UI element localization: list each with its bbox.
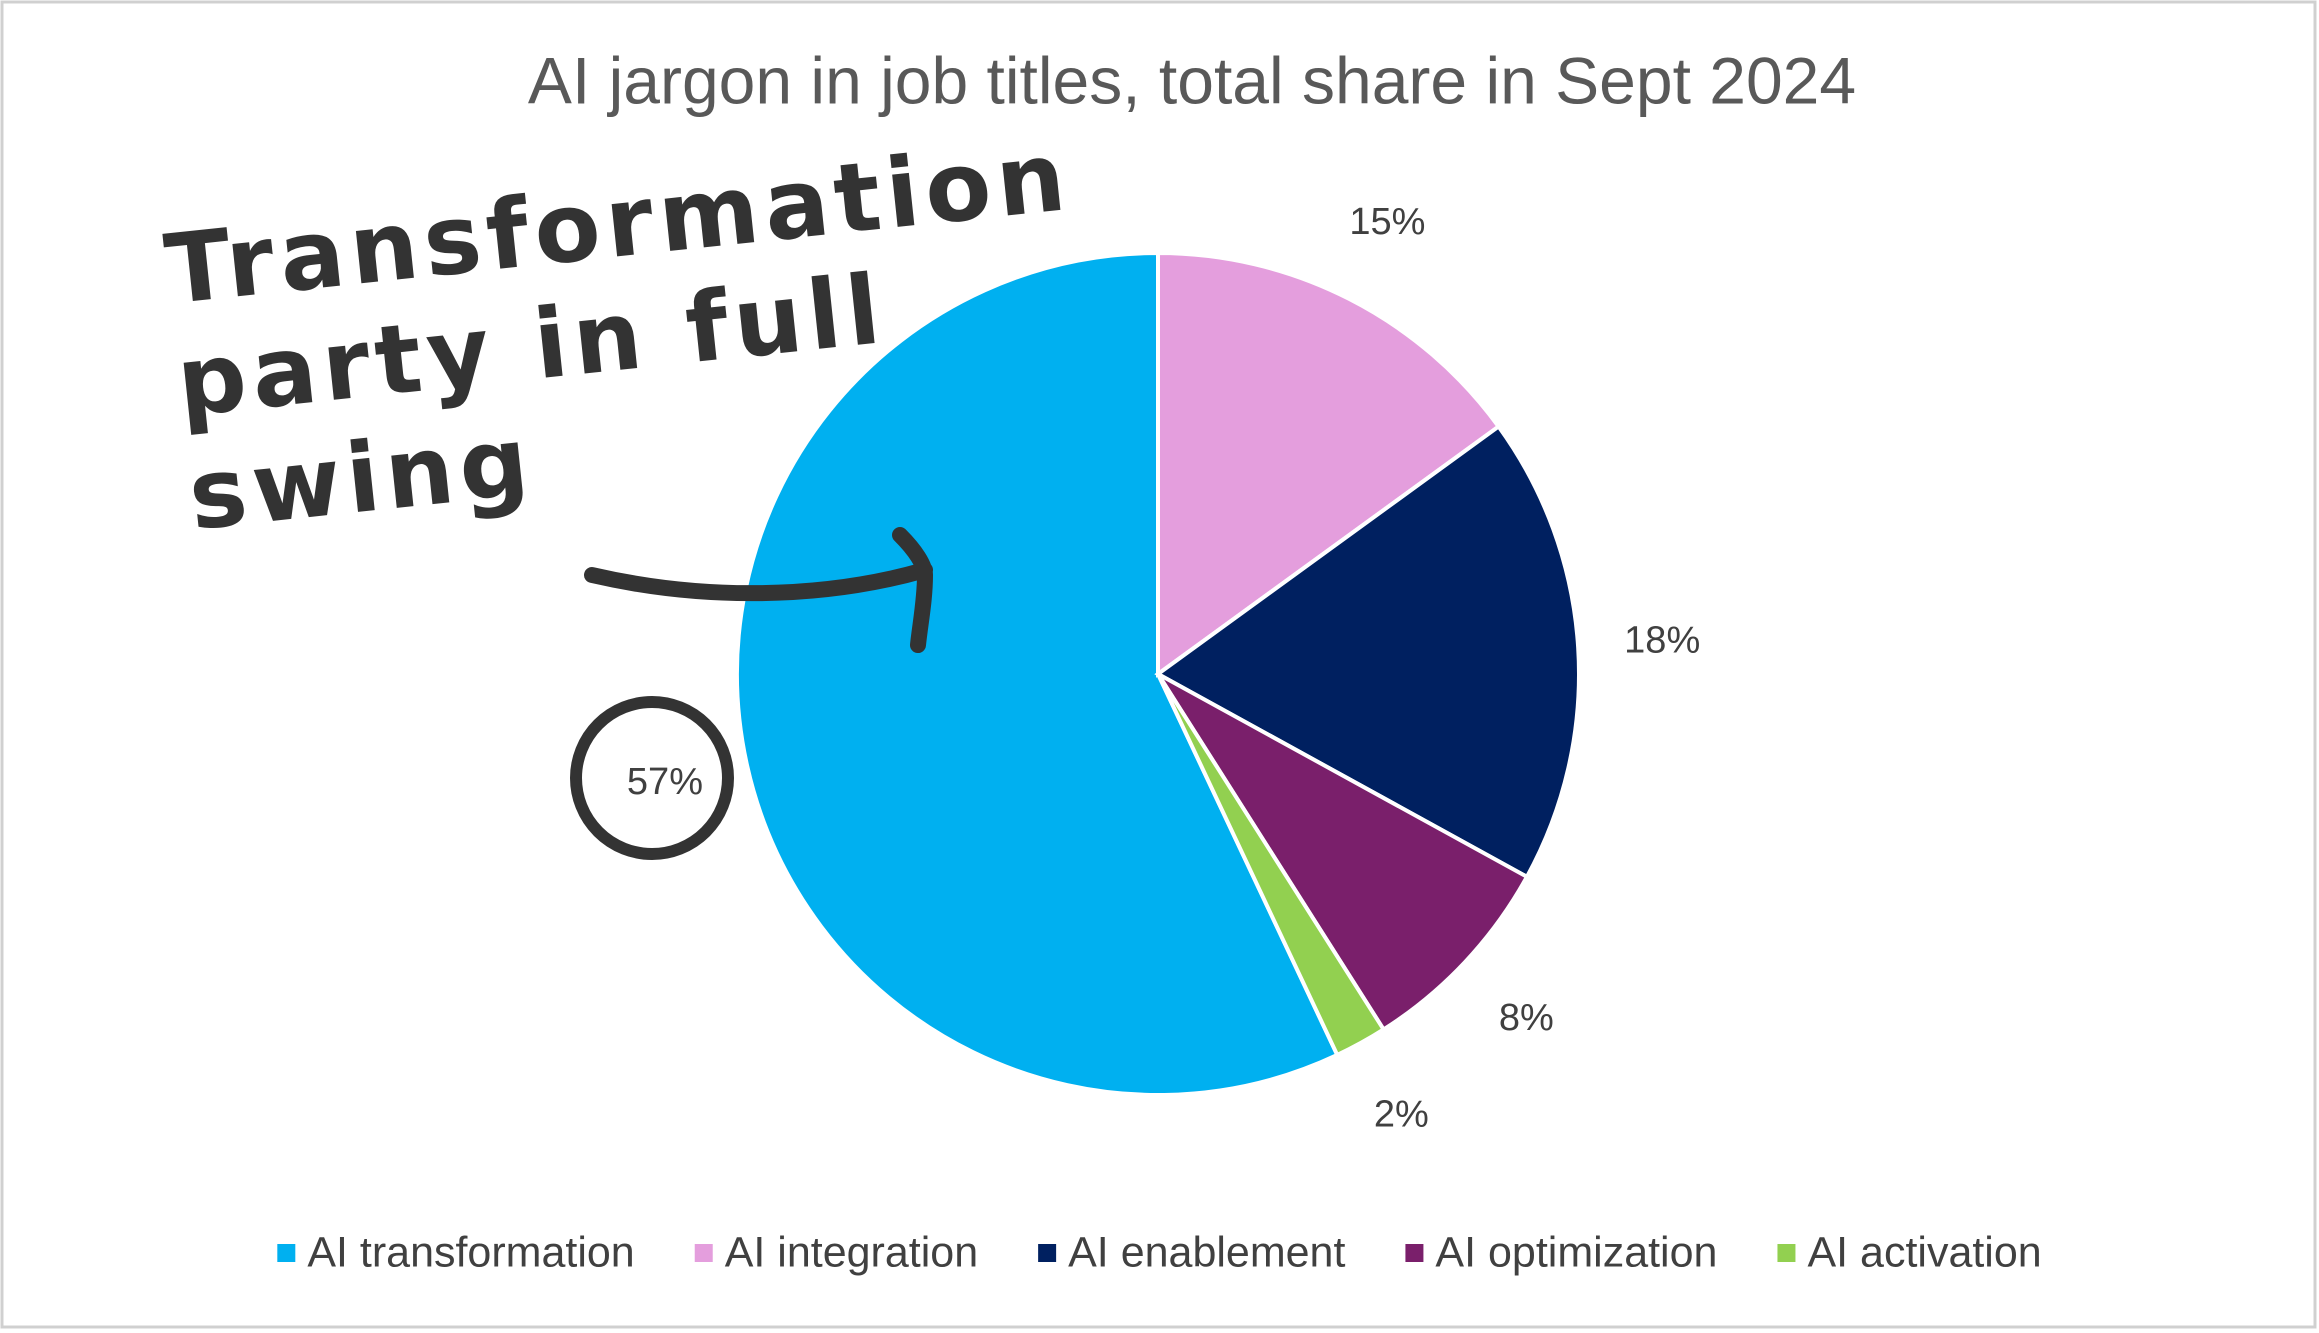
legend-item: AI enablement	[1038, 1228, 1345, 1276]
annotation-circle	[570, 696, 734, 860]
data-label: 18%	[1624, 619, 1700, 661]
legend-swatch	[1405, 1244, 1424, 1262]
legend-label: AI integration	[725, 1228, 978, 1276]
legend-label: AI activation	[1807, 1228, 2041, 1276]
chart-title: AI jargon in job titles, total share in …	[528, 43, 1856, 117]
data-label: 57%	[627, 761, 703, 803]
data-label: 8%	[1499, 997, 1554, 1039]
legend: AI transformation AI integration AI enable…	[277, 1228, 2042, 1276]
data-label: 15%	[1349, 201, 1425, 243]
legend-label: AI transformation	[307, 1228, 634, 1276]
legend-item: AI integration	[694, 1228, 978, 1276]
legend-item: AI activation	[1777, 1228, 2042, 1276]
legend-swatch	[694, 1244, 713, 1262]
pie: 57% 15% 18% 8% 2%	[627, 201, 1700, 1136]
legend-swatch	[277, 1244, 296, 1262]
pie-slice	[1154, 423, 1581, 880]
legend-label: AI optimization	[1435, 1228, 1717, 1276]
pie-slice	[1156, 672, 1530, 1033]
pie-slice	[734, 250, 1340, 1097]
legend-item: AI transformation	[277, 1228, 635, 1276]
legend-item: AI optimization	[1405, 1228, 1717, 1276]
annotation-arrow	[584, 527, 934, 653]
data-label: 2%	[1374, 1094, 1429, 1136]
legend-swatch	[1777, 1244, 1796, 1262]
legend-swatch	[1038, 1244, 1057, 1262]
pie-slice	[1156, 672, 1387, 1058]
pie-slice	[1156, 250, 1502, 678]
legend-label: AI enablement	[1068, 1228, 1345, 1276]
